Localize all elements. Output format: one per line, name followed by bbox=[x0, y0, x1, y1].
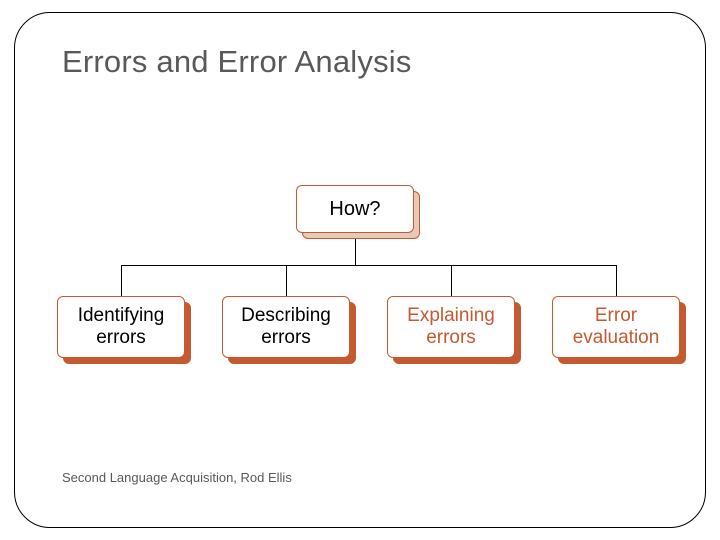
connector-child-3 bbox=[616, 265, 617, 296]
node-child-1-label: Describing errors bbox=[229, 305, 343, 349]
node-child-0-label: Identifying errors bbox=[64, 305, 178, 349]
node-child-2-label: Explaining errors bbox=[394, 305, 508, 349]
node-root-box: How? bbox=[296, 185, 414, 233]
node-child-3-label: Error evaluation bbox=[559, 305, 673, 349]
slide-footer: Second Language Acquisition, Rod Ellis bbox=[62, 470, 292, 485]
connector-child-0 bbox=[121, 265, 122, 296]
node-root: How? bbox=[296, 185, 414, 233]
node-child-1: Describing errors bbox=[222, 296, 350, 358]
node-child-0: Identifying errors bbox=[57, 296, 185, 358]
node-child-1-box: Describing errors bbox=[222, 296, 350, 358]
node-child-2: Explaining errors bbox=[387, 296, 515, 358]
node-child-3-box: Error evaluation bbox=[552, 296, 680, 358]
connector-child-1 bbox=[286, 265, 287, 296]
connector-bus bbox=[121, 265, 616, 266]
node-child-2-box: Explaining errors bbox=[387, 296, 515, 358]
node-child-3: Error evaluation bbox=[552, 296, 680, 358]
org-chart: How? Identifying errors Describing error… bbox=[0, 0, 720, 540]
node-child-0-box: Identifying errors bbox=[57, 296, 185, 358]
connector-child-2 bbox=[451, 265, 452, 296]
node-root-label: How? bbox=[329, 198, 380, 221]
